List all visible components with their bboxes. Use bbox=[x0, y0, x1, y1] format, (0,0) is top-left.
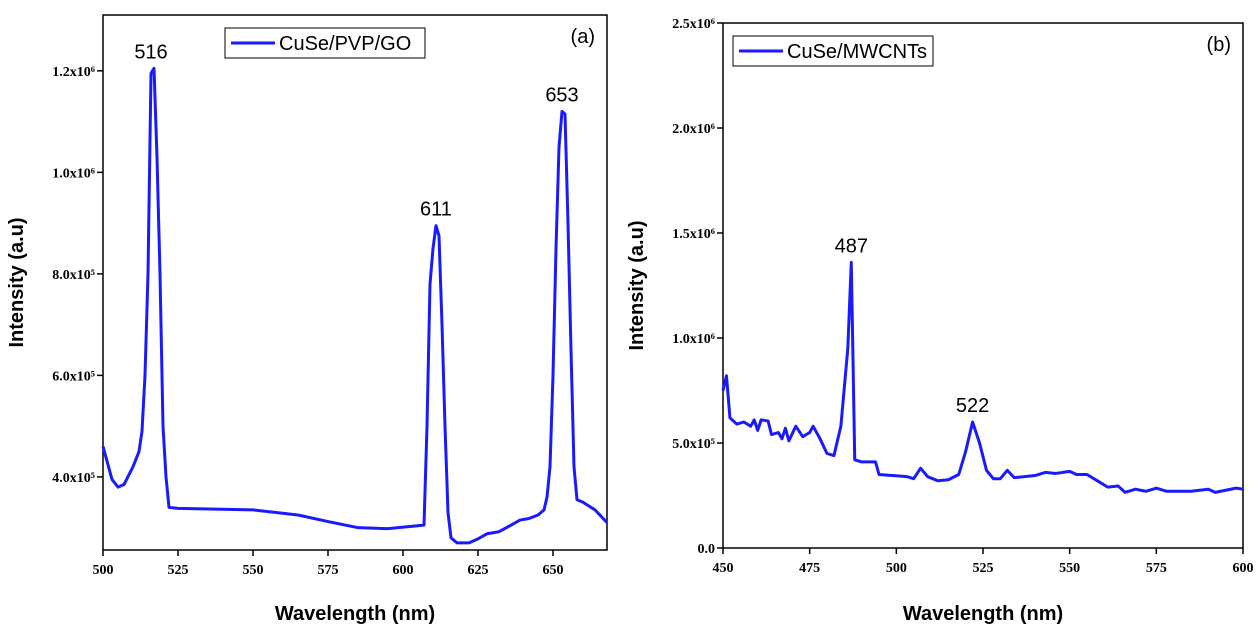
y-tick-label: 1.5x10⁶ bbox=[672, 227, 715, 242]
y-tick-label: 4.0x10⁵ bbox=[52, 471, 95, 486]
peak-label: 611 bbox=[420, 199, 452, 221]
x-tick-label: 525 bbox=[973, 561, 994, 576]
y-tick-label: 8.0x10⁵ bbox=[52, 268, 95, 283]
x-tick-label: 525 bbox=[168, 563, 189, 578]
y-tick-label: 2.5x10⁶ bbox=[672, 17, 715, 32]
y-tick-label: 6.0x10⁵ bbox=[52, 369, 95, 384]
x-tick-label: 475 bbox=[799, 561, 820, 576]
y-tick-label: 1.0x10⁶ bbox=[672, 332, 715, 347]
legend-label: CuSe/PVP/GO bbox=[279, 33, 411, 55]
peak-label: 487 bbox=[835, 235, 868, 257]
y-tick-label: 0.0 bbox=[698, 542, 716, 557]
x-tick-label: 550 bbox=[1059, 561, 1080, 576]
legend-label: CuSe/MWCNTs bbox=[787, 41, 927, 63]
x-axis-title: Wavelength (nm) bbox=[275, 603, 435, 625]
x-tick-label: 600 bbox=[1233, 561, 1254, 576]
x-tick-label: 650 bbox=[543, 563, 564, 578]
data-line bbox=[721, 260, 1244, 494]
y-tick-label: 1.2x10⁶ bbox=[52, 65, 95, 80]
x-axis-title: Wavelength (nm) bbox=[903, 603, 1063, 625]
plot-frame bbox=[722, 22, 1244, 549]
x-tick-label: 500 bbox=[93, 563, 114, 578]
peak-label: 516 bbox=[134, 41, 167, 63]
x-tick-label: 450 bbox=[713, 561, 734, 576]
peak-label: 522 bbox=[956, 395, 989, 417]
x-tick-label: 500 bbox=[886, 561, 907, 576]
data-line bbox=[101, 66, 609, 545]
panel-label: (b) bbox=[1207, 34, 1231, 56]
y-axis-title: Intensity (a.u) bbox=[626, 220, 648, 350]
panel-label: (a) bbox=[571, 26, 595, 48]
x-tick-label: 600 bbox=[393, 563, 414, 578]
peak-label: 653 bbox=[545, 84, 578, 106]
x-tick-label: 550 bbox=[243, 563, 264, 578]
y-axis-title: Intensity (a.u) bbox=[6, 217, 28, 347]
plot-frame bbox=[102, 14, 608, 551]
x-tick-label: 625 bbox=[468, 563, 489, 578]
y-tick-label: 5.0x10⁵ bbox=[672, 437, 715, 452]
x-tick-label: 575 bbox=[1146, 561, 1167, 576]
y-tick-label: 1.0x10⁶ bbox=[52, 166, 95, 181]
x-tick-label: 575 bbox=[318, 563, 339, 578]
y-tick-label: 2.0x10⁶ bbox=[672, 122, 715, 137]
